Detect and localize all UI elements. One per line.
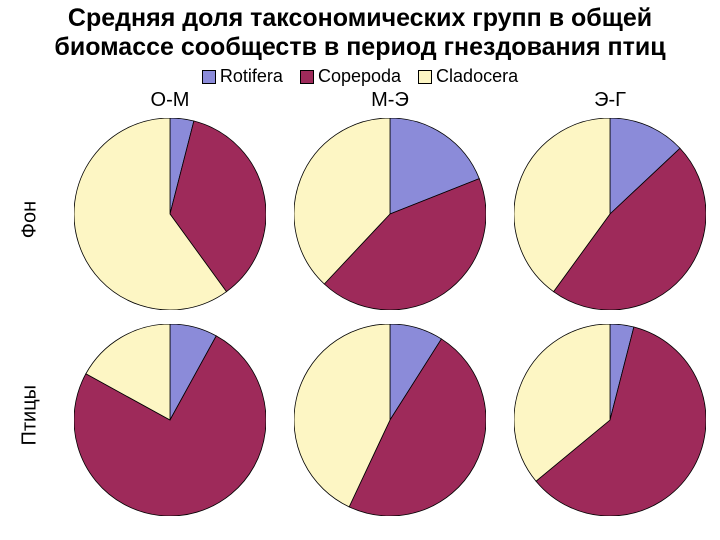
row-label: Птицы [19,405,42,445]
legend-item: Cladocera [418,66,518,87]
pie-chart [294,324,486,516]
pie-chart [294,118,486,310]
legend-swatch-cladocera [418,70,432,84]
col-header: М-Э [280,89,500,112]
legend-label: Copepoda [318,66,401,86]
chart-title: Средняя доля таксономических групп в общ… [0,0,720,62]
legend-swatch-copepoda [300,70,314,84]
legend-label: Rotifera [220,66,283,86]
legend-label: Cladocera [436,66,518,86]
legend: Rotifera Copepoda Cladocera [0,66,720,87]
pie-row [60,324,720,516]
col-header: О-М [60,89,280,112]
pie-chart [74,324,266,516]
legend-swatch-rotifera [202,70,216,84]
pie-chart [514,324,706,516]
column-headers: О-М М-Э Э-Г [60,89,720,112]
pie-row [60,118,720,310]
legend-item: Rotifera [202,66,283,87]
pie-chart [514,118,706,310]
legend-item: Copepoda [300,66,401,87]
row-label: Фон [19,199,42,239]
pie-chart [74,118,266,310]
col-header: Э-Г [500,89,720,112]
pie-grid: Фон Птицы [60,118,720,516]
